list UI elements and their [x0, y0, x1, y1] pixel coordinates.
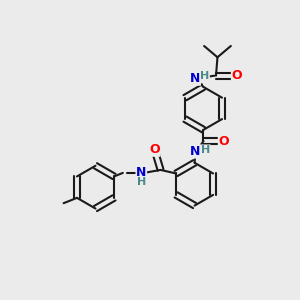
- Text: O: O: [149, 143, 160, 156]
- Text: H: H: [200, 71, 209, 81]
- Text: N: N: [190, 145, 200, 158]
- Text: N: N: [190, 72, 200, 85]
- Text: O: O: [218, 135, 229, 148]
- Text: O: O: [232, 69, 242, 82]
- Text: H: H: [201, 145, 210, 155]
- Text: H: H: [137, 177, 146, 187]
- Text: N: N: [136, 167, 146, 179]
